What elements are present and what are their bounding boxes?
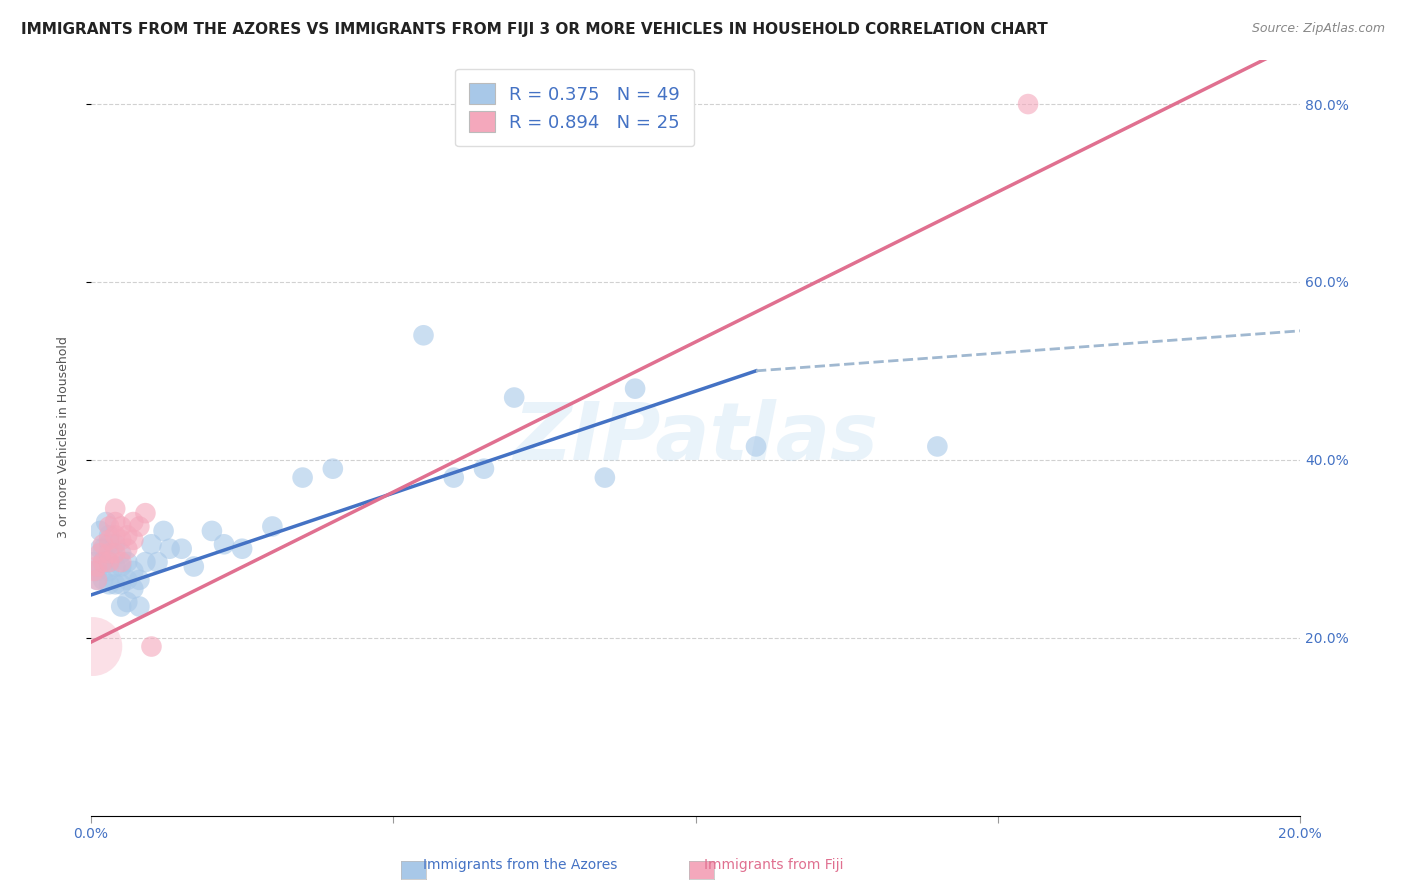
- Point: [141, 640, 163, 654]
- Point: [262, 519, 284, 533]
- Point: [117, 541, 139, 556]
- Point: [593, 470, 616, 484]
- Point: [212, 537, 235, 551]
- Point: [128, 599, 150, 614]
- Point: [98, 564, 121, 578]
- Point: [98, 555, 121, 569]
- Text: Immigrants from Fiji: Immigrants from Fiji: [703, 858, 844, 872]
- Point: [98, 528, 121, 542]
- Point: [183, 559, 205, 574]
- Point: [86, 573, 108, 587]
- Point: [98, 519, 121, 533]
- Y-axis label: 3 or more Vehicles in Household: 3 or more Vehicles in Household: [58, 336, 70, 539]
- Point: [443, 470, 465, 484]
- Point: [128, 519, 150, 533]
- Point: [122, 564, 145, 578]
- Point: [104, 546, 127, 560]
- Point: [110, 559, 132, 574]
- Point: [83, 555, 105, 569]
- Point: [122, 533, 145, 547]
- Point: [927, 440, 949, 454]
- Point: [472, 461, 495, 475]
- Point: [94, 515, 117, 529]
- Point: [110, 577, 132, 591]
- Point: [98, 537, 121, 551]
- Point: [152, 524, 174, 538]
- Point: [91, 541, 114, 556]
- Point: [117, 573, 139, 587]
- Point: [624, 382, 647, 396]
- Point: [1017, 97, 1039, 112]
- Point: [86, 564, 108, 578]
- Point: [122, 582, 145, 596]
- Point: [89, 524, 111, 538]
- Point: [98, 577, 121, 591]
- Point: [141, 537, 163, 551]
- Point: [146, 555, 169, 569]
- Point: [98, 546, 121, 560]
- Point: [201, 524, 224, 538]
- Point: [110, 555, 132, 569]
- Point: [91, 537, 114, 551]
- Point: [122, 515, 145, 529]
- Point: [82, 640, 104, 654]
- Point: [110, 546, 132, 560]
- Point: [117, 595, 139, 609]
- Point: [91, 555, 114, 569]
- Point: [104, 515, 127, 529]
- Point: [89, 546, 111, 560]
- Point: [134, 555, 156, 569]
- Point: [104, 577, 127, 591]
- Point: [170, 541, 193, 556]
- Text: IMMIGRANTS FROM THE AZORES VS IMMIGRANTS FROM FIJI 3 OR MORE VEHICLES IN HOUSEHO: IMMIGRANTS FROM THE AZORES VS IMMIGRANTS…: [21, 22, 1047, 37]
- Point: [159, 541, 181, 556]
- Point: [134, 506, 156, 520]
- Point: [86, 573, 108, 587]
- Point: [91, 573, 114, 587]
- Point: [110, 599, 132, 614]
- Text: Source: ZipAtlas.com: Source: ZipAtlas.com: [1251, 22, 1385, 36]
- Legend: R = 0.375   N = 49, R = 0.894   N = 25: R = 0.375 N = 49, R = 0.894 N = 25: [456, 69, 695, 146]
- Point: [117, 528, 139, 542]
- Point: [104, 528, 127, 542]
- Point: [128, 573, 150, 587]
- Point: [322, 461, 344, 475]
- Point: [110, 519, 132, 533]
- Point: [89, 541, 111, 556]
- Point: [104, 537, 127, 551]
- Point: [86, 559, 108, 574]
- Point: [91, 555, 114, 569]
- Point: [104, 501, 127, 516]
- Point: [104, 559, 127, 574]
- Point: [117, 555, 139, 569]
- Point: [503, 391, 526, 405]
- Point: [231, 541, 253, 556]
- Point: [291, 470, 314, 484]
- Point: [412, 328, 434, 343]
- Point: [745, 440, 768, 454]
- Point: [110, 533, 132, 547]
- Point: [98, 533, 121, 547]
- Point: [83, 564, 105, 578]
- Text: ZIPatlas: ZIPatlas: [513, 399, 879, 476]
- Point: [98, 555, 121, 569]
- Text: Immigrants from the Azores: Immigrants from the Azores: [423, 858, 617, 872]
